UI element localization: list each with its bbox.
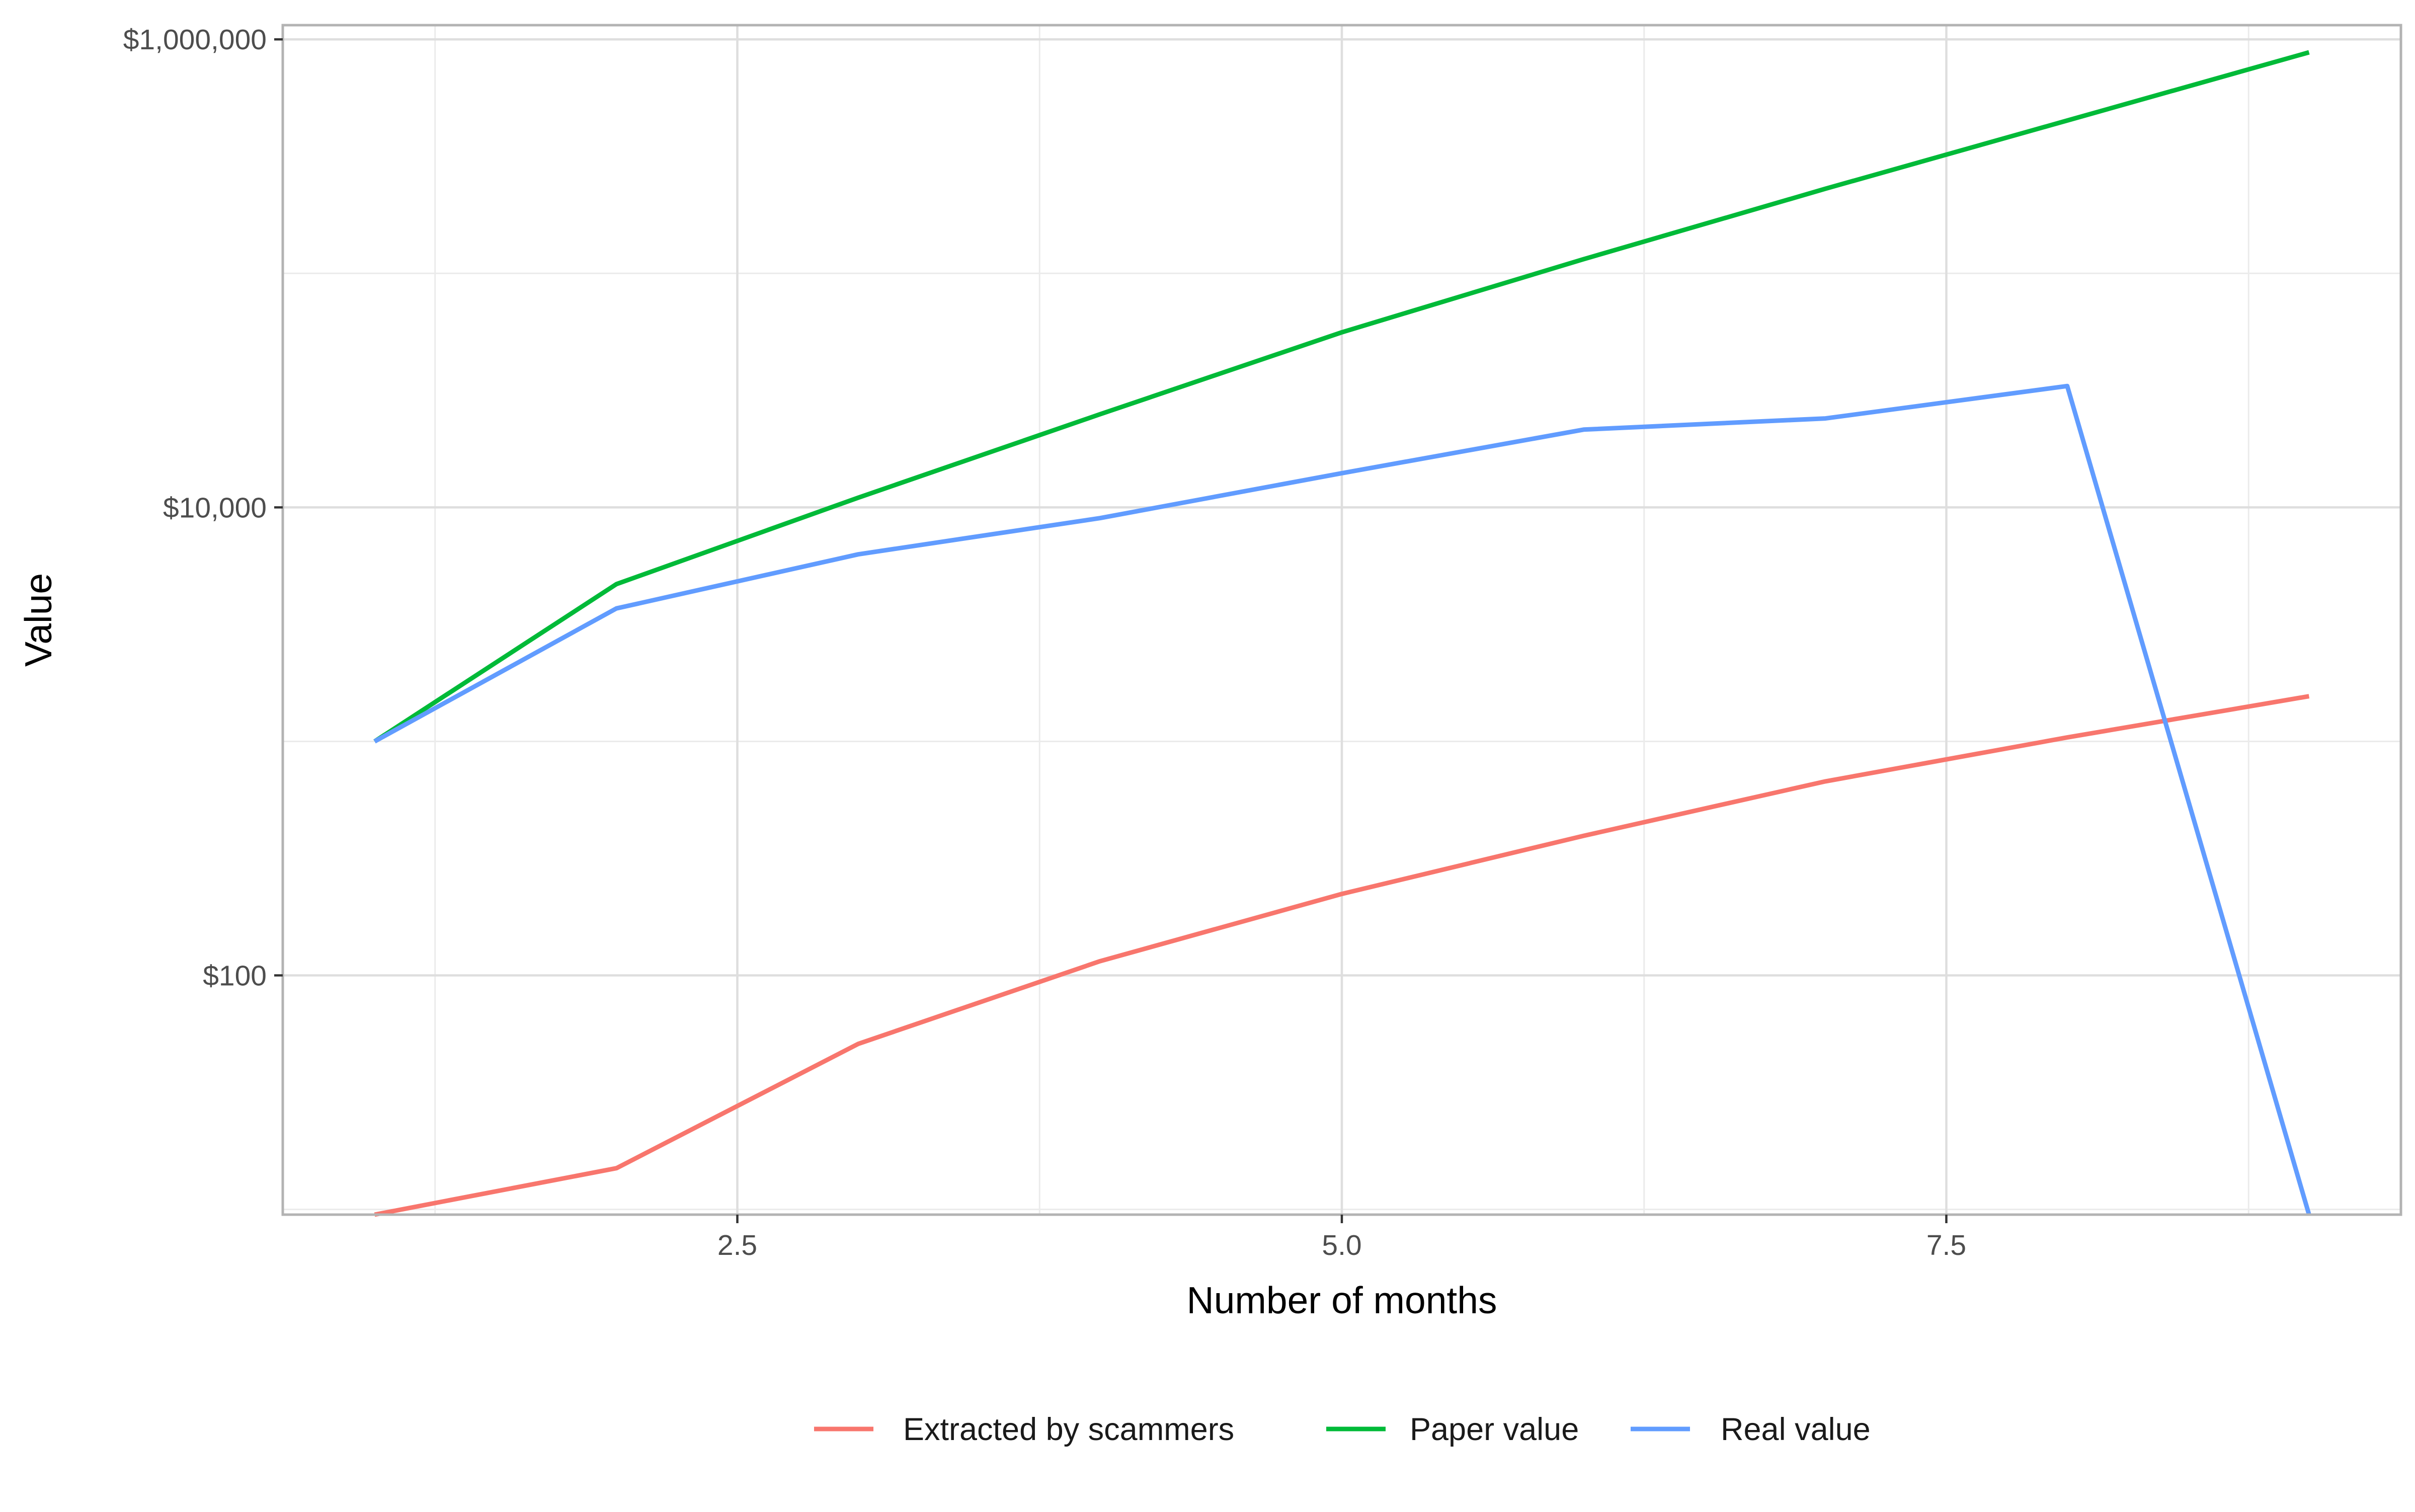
legend-item: Extracted by scammers	[814, 1412, 1234, 1447]
series-line-real-value	[373, 383, 2311, 1216]
x-axis-ticks: 2.5 5.0 7.5	[717, 1215, 1966, 1261]
x-tick-label: 5.0	[1322, 1229, 1361, 1261]
series-line-paper-value	[373, 50, 2310, 744]
y-tick-label: $10,000	[163, 492, 267, 524]
legend-item: Paper value	[1326, 1412, 1579, 1447]
x-tick-label: 7.5	[1926, 1229, 1966, 1261]
legend-item: Real value	[1631, 1412, 1871, 1447]
series-line-extracted-by-scammers	[374, 694, 2310, 1217]
legend-label: Real value	[1721, 1412, 1871, 1447]
legend: Extracted by scammers Paper value Real val…	[814, 1412, 1871, 1447]
legend-label: Extracted by scammers	[903, 1412, 1234, 1447]
y-tick-label: $1,000,000	[123, 24, 267, 56]
grid-major	[283, 25, 2401, 1215]
x-tick-label: 2.5	[717, 1229, 757, 1261]
y-axis-ticks: $100 $10,000 $1,000,000	[123, 24, 283, 992]
series-layer	[373, 50, 2311, 1217]
legend-label: Paper value	[1410, 1412, 1579, 1447]
x-axis-title: Number of months	[1187, 1279, 1497, 1321]
y-tick-label: $100	[203, 960, 267, 992]
y-axis-title: Value	[17, 573, 59, 667]
